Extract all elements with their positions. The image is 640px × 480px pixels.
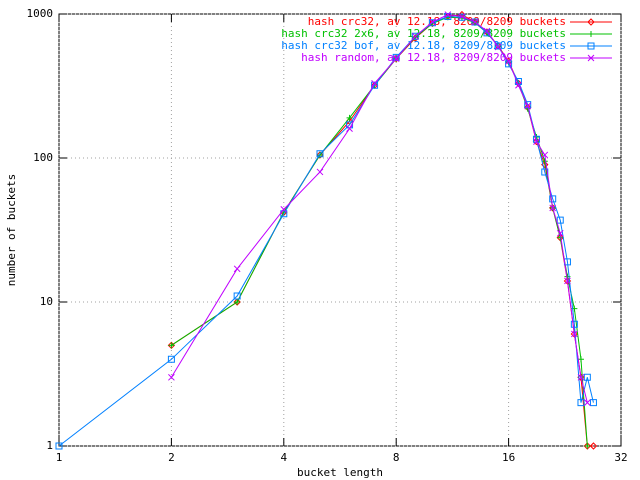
data-point <box>587 18 595 26</box>
series-line <box>170 14 588 403</box>
data-point <box>541 151 549 159</box>
data-point <box>392 55 400 62</box>
data-point <box>346 114 353 121</box>
data-point <box>471 18 479 26</box>
y-tick-label: 1000 <box>27 7 54 20</box>
x-tick-label: 16 <box>502 451 515 464</box>
data-point <box>505 57 512 65</box>
data-point <box>583 399 591 407</box>
data-point <box>316 168 324 176</box>
data-point <box>515 81 522 89</box>
data-point <box>570 330 578 338</box>
data-point <box>589 442 598 450</box>
data-point <box>483 27 491 35</box>
x-tick-label: 32 <box>614 451 627 464</box>
data-point <box>549 204 557 212</box>
data-point <box>55 442 63 450</box>
data-point <box>532 135 540 143</box>
data-point <box>234 299 241 305</box>
data-point <box>280 205 288 213</box>
data-point <box>458 13 466 21</box>
data-point <box>570 320 578 328</box>
data-point <box>556 216 564 224</box>
data-point <box>589 399 597 407</box>
data-point <box>541 158 548 165</box>
y-tick-label: 10 <box>40 295 53 308</box>
data-point <box>577 356 584 363</box>
data-point <box>533 138 540 145</box>
x-tick-label: 4 <box>280 451 287 464</box>
data-point <box>494 43 502 51</box>
x-tick-label: 1 <box>56 451 63 464</box>
data-point <box>168 342 175 349</box>
series-line <box>58 16 594 447</box>
x-tick-label: 2 <box>168 451 175 464</box>
data-point <box>346 125 353 132</box>
x-tick-label: 8 <box>393 451 400 464</box>
y-tick-label: 1 <box>46 439 53 452</box>
legend-label: hash random, av 12.18, 8209/8209 buckets <box>301 51 566 64</box>
legend-label: hash crc32 2x6, av 12.18, 8209/8209 buck… <box>281 27 566 40</box>
data-point <box>233 292 241 300</box>
data-point <box>411 32 419 40</box>
x-axis-label: bucket length <box>297 466 383 479</box>
data-point <box>587 42 595 50</box>
data-point <box>524 102 532 110</box>
data-point <box>587 54 595 62</box>
data-point <box>505 60 513 68</box>
data-point <box>428 19 436 27</box>
data-point <box>583 373 591 381</box>
data-point <box>577 399 585 407</box>
data-point <box>411 32 419 40</box>
data-point <box>556 229 564 237</box>
data-point <box>494 42 502 50</box>
data-point <box>392 54 400 63</box>
data-point <box>524 101 532 109</box>
data-point <box>564 277 571 285</box>
data-point <box>444 11 452 18</box>
data-point <box>584 443 591 449</box>
data-point <box>532 137 541 146</box>
data-point <box>316 151 324 159</box>
y-tick-label: 100 <box>33 151 53 164</box>
series-line <box>171 14 594 447</box>
data-point <box>371 79 378 87</box>
data-point <box>392 53 400 61</box>
y-axis-label: number of buckets <box>5 174 18 287</box>
data-point <box>168 373 175 381</box>
data-point <box>577 373 585 381</box>
data-point <box>316 150 324 158</box>
data-point <box>429 18 436 26</box>
data-point <box>167 355 175 363</box>
data-point <box>588 31 594 37</box>
data-point <box>458 13 466 20</box>
data-point <box>549 195 557 203</box>
data-point <box>233 265 241 273</box>
series-line <box>171 16 588 447</box>
